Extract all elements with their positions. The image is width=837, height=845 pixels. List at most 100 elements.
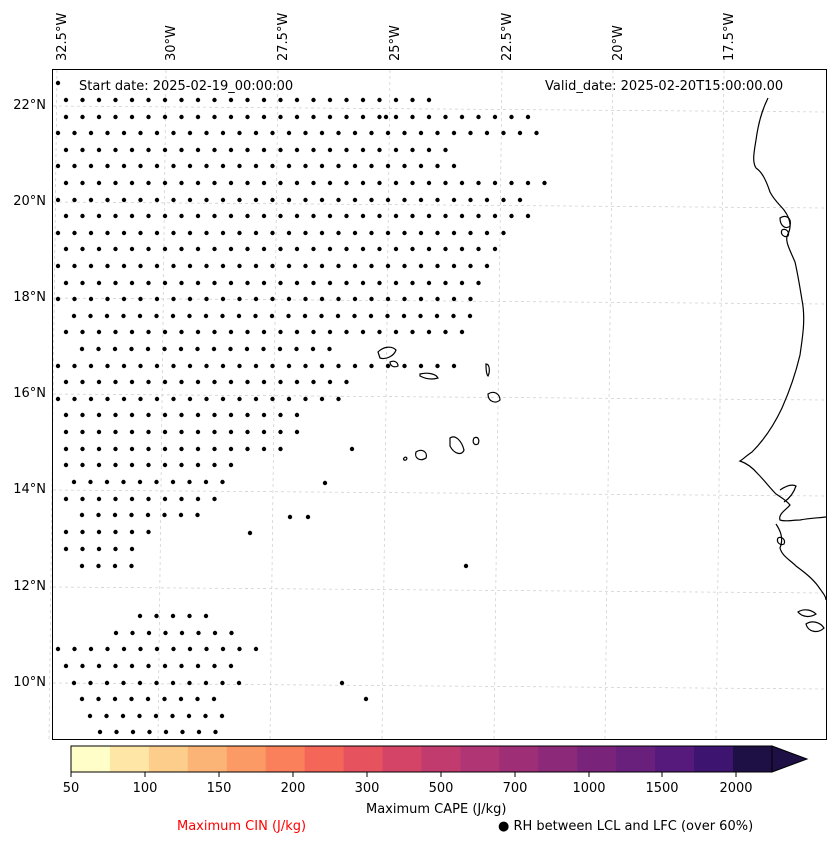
rh-dot (327, 147, 333, 153)
rh-dot (154, 680, 159, 686)
rh-dot (352, 197, 358, 203)
rh-dot (137, 313, 143, 319)
rh-dot (96, 446, 102, 452)
rh-dot (113, 246, 118, 252)
rh-dot (517, 130, 523, 136)
colorbar-tick-label: 300 (354, 781, 380, 796)
rh-dot (204, 363, 209, 369)
rh-dot (278, 97, 283, 103)
rh-dot (418, 163, 424, 169)
rh-dot (229, 630, 234, 636)
rh-dot (270, 197, 275, 203)
rh-dot (88, 163, 94, 169)
rh-dot (212, 246, 217, 252)
rh-dot (509, 114, 514, 120)
bijagos-3 (805, 621, 825, 633)
rh-dot (484, 197, 490, 203)
rh-dot (195, 496, 201, 502)
rh-dot (195, 346, 200, 352)
rh-dot (80, 663, 85, 669)
rh-dot (327, 97, 333, 103)
rh-dot (121, 230, 127, 236)
rh-dot (129, 114, 135, 120)
rh-dot (146, 280, 151, 286)
rh-legend: ● RH between LCL and LFC (over 60%) (498, 819, 753, 834)
rh-dot (179, 446, 184, 452)
rh-dot (286, 396, 292, 402)
rh-dot (137, 613, 143, 619)
rh-dot (162, 512, 167, 518)
rh-dot (129, 663, 135, 669)
rh-dot (459, 280, 465, 286)
rh-dot (129, 246, 135, 252)
rh-dot (418, 230, 424, 236)
rh-dot (270, 296, 275, 302)
rh-dot (96, 246, 102, 252)
colorbar-box (265, 746, 306, 772)
rh-dot (195, 412, 201, 418)
rh-dot (79, 563, 85, 569)
lat-label: 10°N (13, 675, 46, 690)
rh-dot (121, 263, 127, 269)
rh-dot (63, 213, 69, 219)
rh-dot (402, 296, 407, 302)
rh-dot (154, 313, 159, 319)
rh-dot (393, 147, 399, 153)
rh-dot (435, 296, 440, 302)
rh-dot (369, 296, 374, 302)
rh-dot (187, 263, 193, 269)
rh-dot (146, 246, 151, 252)
rh-dot (154, 230, 160, 236)
rh-dot (96, 512, 101, 518)
rh-dot (162, 462, 168, 468)
colorbar-tick-label: 50 (62, 781, 80, 796)
rh-dot (402, 130, 407, 136)
rh-dot (410, 97, 415, 103)
rh-dot (336, 363, 341, 369)
rh-dot (113, 496, 118, 502)
rh-dot (363, 696, 369, 702)
rh-dot (145, 696, 151, 702)
rh-dot (319, 363, 325, 369)
rh-dot (237, 363, 242, 369)
rh-dot (105, 363, 110, 369)
rh-dot (261, 412, 267, 418)
rh-dot (228, 446, 234, 452)
rh-dot (303, 263, 308, 269)
rh-dot (451, 230, 457, 236)
rh-dot (113, 446, 118, 452)
rh-dot (180, 729, 185, 735)
rh-dot (63, 429, 69, 435)
rh-dot (129, 446, 135, 452)
rh-dot (179, 246, 184, 252)
rh-dot (335, 313, 341, 319)
rh-dot (204, 197, 209, 203)
rh-dot (525, 180, 531, 186)
rh-dot (212, 280, 217, 286)
rh-dot (311, 329, 316, 335)
rh-dot (319, 163, 325, 169)
rh-dot (253, 296, 259, 302)
rh-dot (212, 329, 217, 335)
rh-dot (476, 180, 481, 186)
cape-verde-sao-nicolau (419, 372, 439, 380)
colorbar-box (148, 746, 189, 772)
rh-dot (385, 313, 390, 319)
rh-dot (410, 329, 415, 335)
colorbar-box (71, 746, 111, 772)
rh-dot (55, 646, 61, 652)
rh-dot (72, 296, 77, 302)
rh-dot (467, 313, 473, 319)
rh-dot (270, 396, 275, 402)
rh-dot (463, 563, 469, 569)
rh-dot (369, 130, 374, 136)
rh-dot (327, 329, 333, 335)
rh-dot (245, 379, 250, 385)
rh-dot (253, 197, 259, 203)
rh-dot (203, 479, 209, 485)
rh-dot (212, 496, 217, 502)
bijagos-2 (797, 609, 817, 618)
rh-dot (96, 563, 101, 569)
rh-dot (146, 97, 151, 103)
rh-dot (319, 230, 325, 236)
